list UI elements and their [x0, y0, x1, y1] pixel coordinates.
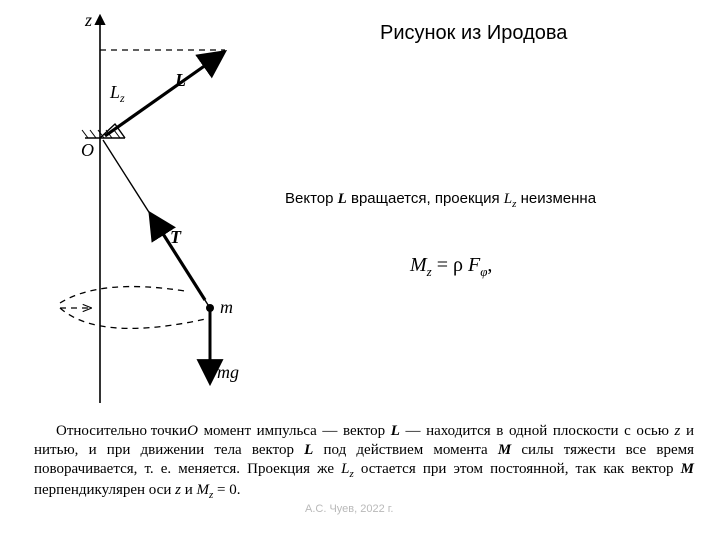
- formula-eq: =: [432, 254, 453, 276]
- formula-F: F: [468, 254, 480, 276]
- caption-prefix: Вектор: [285, 190, 338, 207]
- caption: Вектор L вращается, проекция Lz неизменн…: [285, 190, 596, 210]
- para-M1: M: [498, 442, 511, 458]
- formula-rho: ρ: [453, 254, 468, 276]
- footer-credit: А.С. Чуев, 2022 г.: [305, 503, 393, 515]
- caption-L: L: [338, 191, 347, 207]
- formula: Mz = ρ Fφ,: [410, 254, 492, 280]
- para-M2: M: [681, 461, 694, 477]
- title: Рисунок из Иродова: [380, 22, 567, 45]
- caption-Lz-L: L: [504, 191, 512, 207]
- label-O: O: [81, 140, 94, 160]
- caption-mid: вращается, проекция: [347, 190, 504, 207]
- para-O: O: [187, 423, 198, 439]
- formula-comma: ,: [487, 254, 492, 276]
- rotation-ellipse-2: [60, 308, 210, 328]
- para-t2: момент импульса — вектор: [198, 423, 391, 439]
- para-t7: остается при этом постоянной, так как ве…: [354, 461, 681, 477]
- formula-M: M: [410, 254, 427, 276]
- caption-suffix: неизменна: [516, 190, 596, 207]
- para-t8: перпендикулярен оси: [34, 482, 175, 498]
- label-Lz: Lz: [109, 82, 125, 105]
- para-Mz-M: M: [196, 482, 209, 498]
- physics-figure: z O Lz L T m mg: [55, 8, 275, 418]
- para-t10: = 0.: [213, 482, 240, 498]
- rotation-ellipse: [60, 287, 185, 303]
- mass-point: [206, 304, 214, 312]
- label-mg: mg: [217, 362, 239, 382]
- label-z: z: [84, 10, 92, 30]
- label-L: L: [174, 70, 186, 90]
- label-T: T: [170, 227, 182, 247]
- para-L1: L: [391, 423, 400, 439]
- para-t9: и: [181, 482, 197, 498]
- para-L2: L: [304, 442, 313, 458]
- para-t3: — находится в одной плоскости с осью: [400, 423, 675, 439]
- para-t1: Относительно точки: [34, 422, 187, 441]
- label-m: m: [220, 297, 233, 317]
- paragraph: Относительно точки O момент импульса — в…: [34, 422, 694, 503]
- para-t5: под действием момента: [313, 442, 498, 458]
